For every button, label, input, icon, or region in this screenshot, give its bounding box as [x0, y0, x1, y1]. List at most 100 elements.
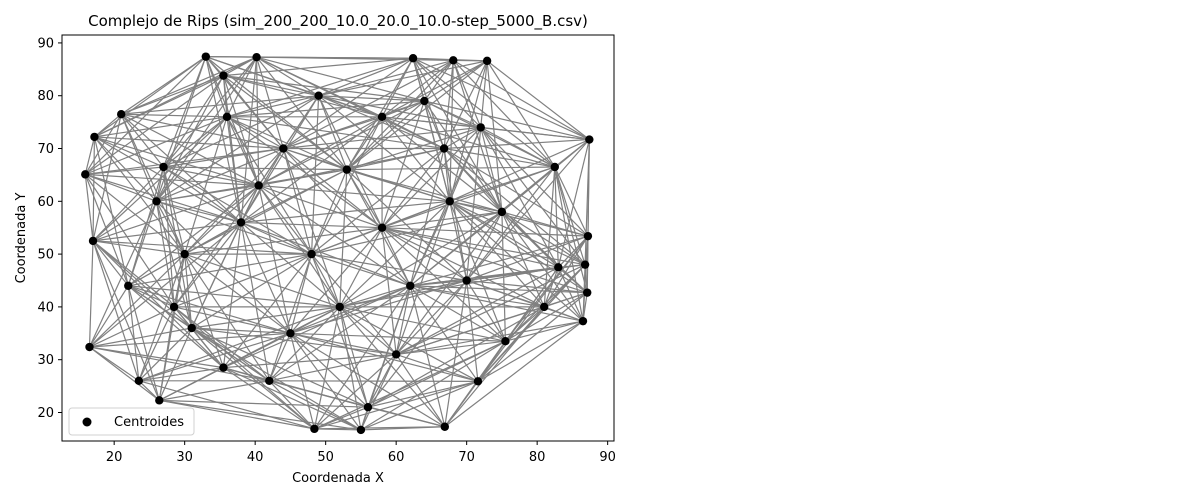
rips-edge [92, 240, 140, 381]
rips-edge [410, 285, 584, 322]
rips-edge [449, 138, 590, 202]
rips-edge [381, 116, 555, 168]
rips-edge [94, 136, 164, 168]
centroid-point [252, 52, 261, 62]
centroid-point [420, 96, 429, 106]
legend: Centroides [68, 407, 195, 436]
rips-edge [505, 306, 545, 342]
rips-edge [222, 75, 228, 117]
rips-edge [191, 327, 270, 382]
rips-edge [92, 240, 160, 401]
rips-edge [240, 221, 411, 287]
rips-edge [120, 113, 242, 223]
legend-marker-centroides [82, 417, 92, 427]
rips-edge [410, 235, 589, 287]
rips-edge [173, 222, 242, 308]
rips-edge [282, 148, 313, 255]
centroid-point [314, 91, 323, 100]
rips-edge [282, 95, 320, 149]
rips-edge [155, 166, 165, 202]
rips-edge [128, 253, 312, 287]
rips-edge [360, 340, 506, 431]
rips-edge [311, 227, 383, 255]
rips-edge [346, 116, 383, 170]
rips-edge [339, 285, 411, 308]
y-tick-label: 50 [37, 248, 54, 263]
rips-edge [222, 75, 260, 186]
rips-edge [554, 166, 588, 293]
rips-edge [269, 380, 369, 408]
rips-edge [156, 200, 312, 255]
rips-edge [268, 306, 341, 382]
centroid-point [550, 162, 559, 172]
rips-edge [367, 380, 479, 408]
rips-edge [314, 340, 506, 430]
rips-edge [283, 147, 348, 171]
rips-edge [256, 56, 425, 102]
rips-edge [240, 221, 341, 308]
rips-edge [339, 266, 559, 308]
rips-edge [318, 95, 383, 228]
rips-edge [258, 185, 292, 334]
rips-edge [504, 266, 559, 342]
centroid-point [219, 363, 228, 372]
rips-edge [486, 60, 556, 168]
centroid-point [342, 165, 352, 174]
y-tick-label: 40 [37, 300, 54, 315]
rips-edge [318, 95, 445, 150]
rips-edge [453, 59, 488, 62]
rips-edge [382, 227, 588, 237]
rips-edge [395, 211, 503, 355]
rips-edge [466, 279, 588, 294]
rips-edge [184, 253, 291, 334]
rips-edge [94, 116, 228, 138]
rips-edge [346, 126, 481, 171]
rips-edge [223, 75, 348, 171]
rips-edge [466, 211, 503, 281]
rips-edge [381, 126, 482, 229]
rips-edge [226, 100, 425, 118]
rips-edge [409, 285, 446, 427]
rips-edge [311, 253, 341, 308]
centroid-point [187, 323, 196, 333]
rips-edge [156, 200, 242, 224]
rips-edge [339, 169, 348, 307]
rips-edge [191, 327, 397, 356]
centroid-point [482, 56, 492, 66]
centroid-point [155, 396, 164, 405]
rips-edge [155, 201, 175, 307]
rips-edge [127, 285, 224, 369]
rips-edge [173, 306, 291, 334]
rips-edge [381, 116, 481, 128]
rips-edge [444, 320, 584, 428]
rips-edge [346, 147, 445, 171]
rips-edge [318, 95, 425, 102]
rips-edge [360, 380, 479, 431]
rips-edge [339, 306, 446, 428]
rips-edge [127, 166, 165, 286]
rips-edge [412, 57, 482, 128]
rips-edge [395, 354, 446, 428]
rips-edge [256, 56, 348, 171]
rips-edge [159, 399, 315, 430]
rips-edge [409, 127, 482, 287]
rips-edge [339, 306, 397, 355]
rips-edge [582, 292, 588, 322]
rips-edge [184, 253, 270, 382]
centroid-point [445, 197, 454, 206]
rips-edge [163, 166, 242, 223]
rips-edge [92, 200, 157, 242]
rips-edge [94, 56, 207, 138]
rips-edge [480, 126, 590, 141]
rips-edge [318, 59, 454, 97]
rips-edge [94, 75, 224, 138]
centroid-point [473, 377, 483, 386]
rips-edge [173, 253, 186, 308]
centroid-point [254, 181, 263, 190]
rips-edge [226, 56, 258, 118]
rips-edge [184, 254, 193, 329]
rips-edge [258, 184, 450, 202]
rips-edge [311, 253, 369, 408]
centroid-point [363, 403, 373, 412]
